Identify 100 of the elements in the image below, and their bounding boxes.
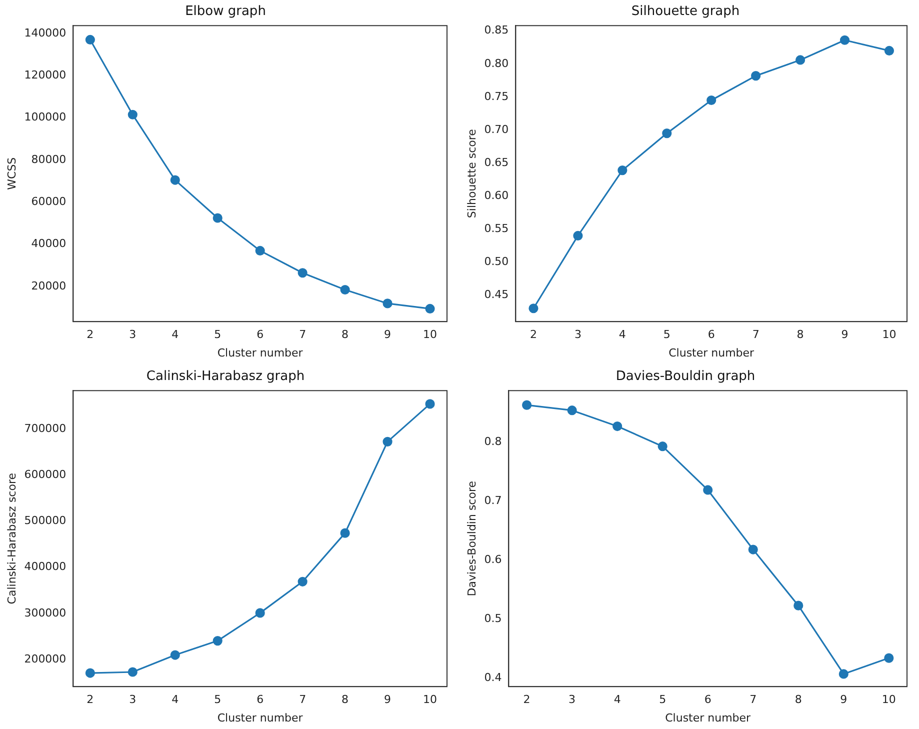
x-tick-label: 2 <box>86 693 94 706</box>
y-tick-label: 140000 <box>24 26 66 40</box>
x-tick-label: 6 <box>704 693 712 706</box>
point <box>567 406 577 416</box>
x-tick-label: 4 <box>172 693 179 706</box>
point <box>612 421 622 432</box>
x-tick-label: 3 <box>129 693 136 706</box>
point <box>425 399 435 409</box>
y-tick-label: 500000 <box>24 514 66 528</box>
point <box>255 608 265 618</box>
x-tick-label: 10 <box>423 693 438 706</box>
x-tick-label: 6 <box>256 693 264 706</box>
x-axis-title: Cluster number <box>665 711 752 724</box>
x-tick-label: 9 <box>840 693 848 706</box>
point <box>748 544 758 554</box>
x-tick-label: 2 <box>86 328 94 342</box>
x-tick-label: 7 <box>752 328 760 342</box>
y-tick-label: 0.7 <box>484 494 502 508</box>
point <box>703 485 713 495</box>
x-axis-title: Cluster number <box>668 346 755 360</box>
y-tick-label: 40000 <box>31 237 66 250</box>
y-tick-label: 0.5 <box>484 612 502 625</box>
point <box>340 528 350 538</box>
point <box>522 400 532 410</box>
x-tick-label: 3 <box>568 693 576 706</box>
x-tick-label: 6 <box>708 328 715 342</box>
point <box>212 213 222 223</box>
y-tick-label: 20000 <box>31 279 66 292</box>
y-tick-label: 0.6 <box>484 553 502 566</box>
x-tick-label: 8 <box>342 328 349 342</box>
y-axis-title: Davies-Bouldin score <box>465 480 478 596</box>
x-tick-label: 8 <box>342 693 349 706</box>
point <box>573 230 583 241</box>
x-tick-label: 2 <box>530 328 537 342</box>
y-tick-label: 0.8 <box>484 435 502 448</box>
point <box>618 165 628 176</box>
x-tick-label: 4 <box>172 328 179 342</box>
y-tick-label: 0.50 <box>484 254 509 268</box>
x-tick-label: 7 <box>299 693 306 706</box>
x-tick-label: 7 <box>750 693 757 706</box>
chart-title: Elbow graph <box>185 4 266 20</box>
point <box>85 34 95 45</box>
point <box>212 636 222 646</box>
x-axis-title: Cluster number <box>217 711 304 724</box>
x-tick-label: 3 <box>129 328 136 342</box>
y-tick-label: 80000 <box>31 152 66 166</box>
point <box>838 669 848 679</box>
y-tick-label: 700000 <box>24 422 66 436</box>
y-tick-label: 600000 <box>24 468 66 482</box>
y-tick-label: 0.45 <box>484 288 509 302</box>
y-axis-title: WCSS <box>5 157 18 190</box>
y-tick-label: 0.65 <box>484 156 509 169</box>
point <box>751 71 761 81</box>
point <box>528 304 538 314</box>
y-tick-label: 0.4 <box>484 670 502 684</box>
point <box>340 284 350 295</box>
y-tick-label: 0.70 <box>484 122 509 136</box>
point <box>662 128 672 138</box>
x-tick-label: 2 <box>523 693 530 706</box>
x-tick-label: 9 <box>384 328 392 342</box>
y-tick-label: 200000 <box>24 652 66 666</box>
point <box>425 304 435 314</box>
point <box>170 175 180 185</box>
x-tick-label: 4 <box>618 328 626 342</box>
y-axis-title: Silhouette score <box>465 128 478 218</box>
y-tick-label: 0.85 <box>484 24 509 37</box>
point <box>840 35 850 45</box>
point <box>298 576 308 586</box>
x-axis-title: Cluster number <box>217 346 304 360</box>
x-tick-label: 4 <box>614 693 621 706</box>
chart-title: Calinski-Harabasz graph <box>146 369 305 384</box>
point <box>795 55 806 65</box>
point <box>706 95 716 106</box>
point <box>298 268 308 278</box>
x-tick-label: 7 <box>299 328 306 342</box>
x-tick-label: 5 <box>663 328 670 342</box>
x-tick-label: 5 <box>214 693 222 706</box>
x-tick-label: 3 <box>574 328 582 342</box>
x-tick-label: 5 <box>214 328 222 342</box>
point <box>884 46 894 56</box>
y-tick-label: 400000 <box>24 560 66 574</box>
point <box>255 246 265 256</box>
y-tick-label: 0.55 <box>484 222 509 235</box>
point <box>128 667 138 677</box>
x-tick-label: 10 <box>882 693 896 706</box>
point <box>382 436 392 446</box>
point <box>170 650 180 660</box>
y-tick-label: 300000 <box>24 606 66 620</box>
chart-title: Silhouette graph <box>631 4 740 20</box>
point <box>884 653 894 663</box>
chart-title: Davies-Bouldin graph <box>616 369 756 384</box>
y-tick-label: 0.60 <box>484 188 509 202</box>
x-tick-label: 6 <box>256 328 264 342</box>
x-tick-label: 8 <box>796 328 804 342</box>
point <box>128 110 138 120</box>
x-tick-label: 8 <box>794 693 802 706</box>
point <box>382 298 392 308</box>
point <box>85 668 95 678</box>
y-axis-title: Calinski-Harabasz score <box>5 472 18 604</box>
y-tick-label: 60000 <box>31 195 66 208</box>
